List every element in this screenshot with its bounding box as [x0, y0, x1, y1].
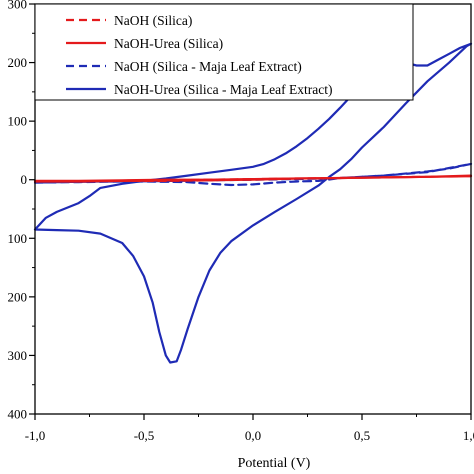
x-axis: -1,0 -0,5 0,0 0,5 1,0	[25, 414, 474, 443]
y-tick-label: 200	[8, 289, 28, 304]
x-tick-label: 1,0	[463, 428, 474, 443]
y-tick-label: 200	[8, 55, 28, 70]
y-tick-label: 400	[8, 407, 28, 422]
series-line-2	[33, 174, 473, 182]
x-tick-label: 0,0	[245, 428, 261, 443]
legend: NaOH (Silica) NaOH-Urea (Silica) NaOH (Sil…	[34, 3, 414, 101]
y-axis: 400 300 200 100 0 100 200 300	[8, 0, 35, 422]
series-line-4	[33, 42, 473, 364]
y-tick-label: 300	[8, 0, 28, 12]
x-tick-label: -0,5	[134, 428, 155, 443]
x-tick-label: 0,5	[354, 428, 370, 443]
plot-area: 400 300 200 100 0 100 200 300 -1,0 -0,5 0,0 0,5 1,0	[8, 0, 474, 443]
y-tick-label: 100	[8, 114, 28, 129]
legend-label: NaOH-Urea (Silica)	[114, 36, 223, 51]
legend-label: NaOH (Silica)	[114, 13, 192, 28]
y-tick-label: 300	[8, 348, 28, 363]
x-tick-label: -1,0	[25, 428, 46, 443]
x-axis-title: Potential (V)	[238, 456, 311, 471]
legend-label: NaOH-Urea (Silica - Maja Leaf Extract)	[114, 82, 333, 97]
y-tick-label: 100	[8, 231, 28, 246]
y-tick-label: 0	[21, 172, 28, 187]
legend-label: NaOH (Silica - Maja Leaf Extract)	[114, 59, 302, 74]
